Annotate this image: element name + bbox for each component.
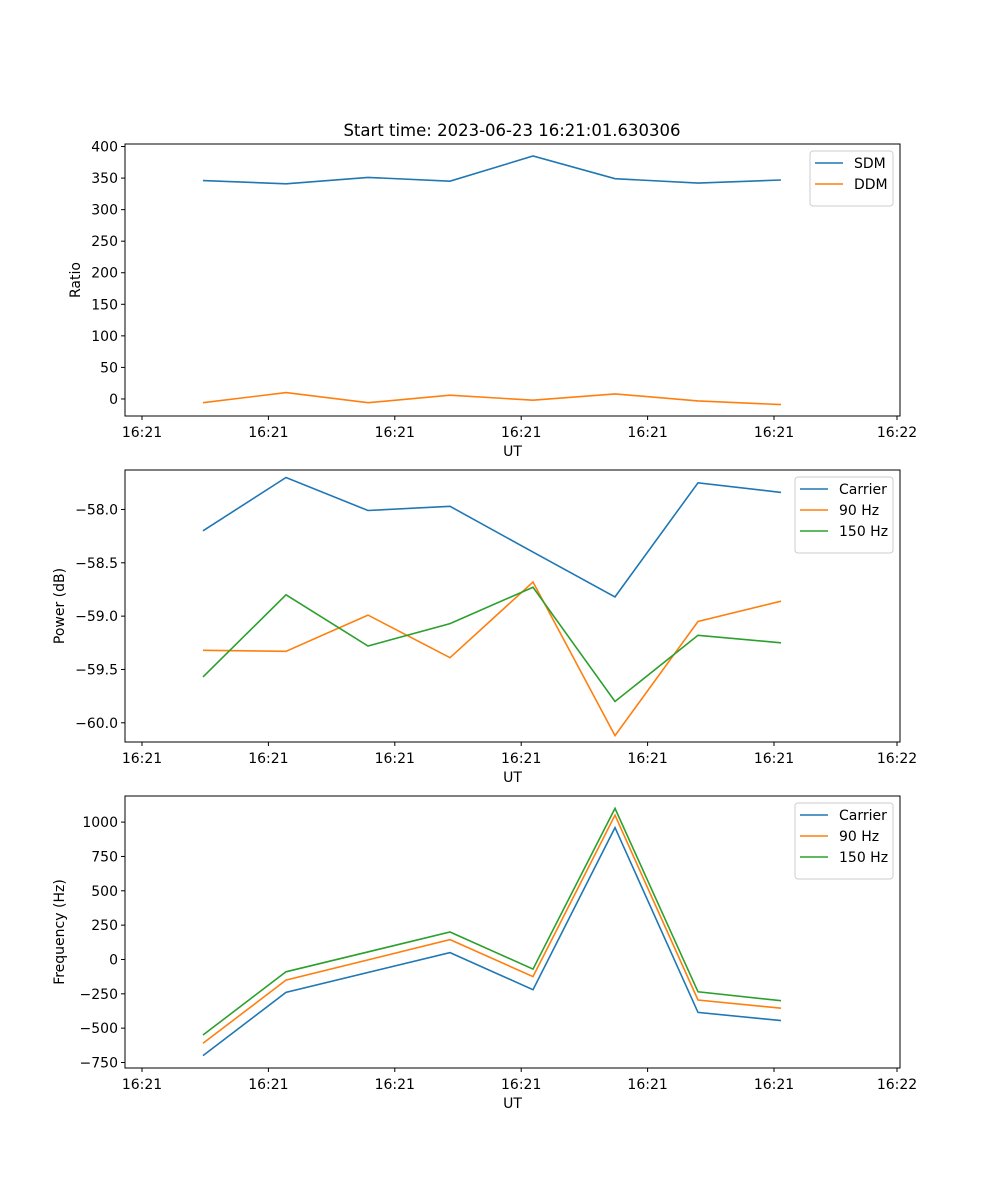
legend-entry: Carrier: [839, 808, 887, 824]
y-tick-label: −750: [80, 1056, 118, 1072]
x-tick-label: 16:21: [627, 1077, 667, 1093]
y-tick-label: −58.5: [75, 556, 118, 572]
series-line-carrier: [202, 476, 782, 598]
y-tick-label: 150: [91, 297, 118, 313]
x-tick-label: 16:21: [501, 1077, 541, 1093]
x-tick-label: 16:21: [754, 425, 794, 441]
y-tick-label: 0: [109, 952, 118, 968]
y-tick-label: 350: [91, 171, 118, 187]
legend-entry: 150 Hz: [839, 524, 888, 540]
series-line-150-hz: [202, 586, 782, 703]
x-tick-label: 16:21: [501, 425, 541, 441]
x-tick-label: 16:22: [877, 1077, 917, 1093]
x-tick-label: 16:21: [248, 1077, 288, 1093]
legend: SDM DDM: [809, 150, 894, 207]
chart-panel-3: −750 −500 −250 0 250 500 750 1000 UT Frequency (H…: [52, 795, 917, 1112]
legend-box: [794, 476, 894, 554]
plot-frame: [124, 469, 901, 743]
series-line-ddm: [202, 391, 782, 406]
x-tick-label: 16:21: [754, 751, 794, 767]
legend: Carrier 90 Hz 150 Hz: [794, 476, 894, 554]
y-tick-label: 200: [91, 266, 118, 282]
y-axis-label: Frequency (Hz): [52, 879, 68, 985]
x-tick-label: 16:21: [122, 751, 162, 767]
x-tick-label: 16:21: [248, 751, 288, 767]
y-tick-label: −59.5: [75, 662, 118, 678]
chart-panel-2: −60.0 −59.5 −59.0 −58.5 −58.0 UT Power (dB) Car…: [52, 469, 917, 786]
legend-entry: 150 Hz: [839, 850, 888, 866]
y-tick-label: −60.0: [75, 716, 118, 732]
x-tick-label: 16:21: [375, 425, 415, 441]
chart-panel-1: 0 50 100 150 200 250 300 350 400 UT Ratio SDM DDM 16:…: [68, 140, 917, 460]
y-tick-label: −250: [80, 987, 118, 1003]
x-tick-label: 16:21: [627, 425, 667, 441]
series-line-150-hz: [202, 806, 782, 1036]
y-tick-label: 500: [91, 884, 118, 900]
x-axis-label: UT: [503, 444, 522, 460]
x-tick-label: 16:21: [122, 425, 162, 441]
y-tick-label: 50: [100, 360, 118, 376]
legend-box: [794, 802, 894, 880]
y-tick-label: 250: [91, 918, 118, 934]
x-axis-label: UT: [503, 770, 522, 786]
legend-entry: Carrier: [839, 482, 887, 498]
x-axis-label: UT: [503, 1096, 522, 1112]
x-tick-label: 16:22: [877, 425, 917, 441]
x-tick-label: 16:21: [375, 751, 415, 767]
y-tick-label: 400: [91, 140, 118, 156]
legend-entry: DDM: [854, 177, 888, 193]
x-tick-label: 16:21: [122, 1077, 162, 1093]
y-tick-label: 250: [91, 234, 118, 250]
y-tick-label: 0: [109, 392, 118, 408]
y-tick-label: 1000: [82, 815, 118, 831]
y-tick-label: 750: [91, 849, 118, 865]
legend-entry: 90 Hz: [839, 503, 879, 519]
x-tick-label: 16:22: [877, 751, 917, 767]
y-tick-label: 100: [91, 329, 118, 345]
y-tick-label: 300: [91, 203, 118, 219]
series-line-sdm: [202, 155, 782, 185]
series-line-90-hz: [202, 813, 782, 1044]
series-line-carrier: [202, 825, 782, 1057]
plot-frame: [124, 795, 901, 1069]
x-tick-label: 16:21: [627, 751, 667, 767]
legend: Carrier 90 Hz 150 Hz: [794, 802, 894, 880]
plot-frame: [124, 143, 901, 417]
figure-title: Start time: 2023-06-23 16:21:01.630306: [343, 121, 680, 140]
series-line-90-hz: [202, 580, 782, 738]
x-tick-label: 16:21: [754, 1077, 794, 1093]
y-tick-label: −58.0: [75, 502, 118, 518]
y-axis-label: Power (dB): [52, 568, 68, 644]
y-axis-label: Ratio: [68, 262, 84, 298]
legend-box: [809, 150, 894, 207]
legend-entry: 90 Hz: [839, 829, 879, 845]
x-tick-label: 16:21: [501, 751, 541, 767]
y-tick-label: −59.0: [75, 609, 118, 625]
y-tick-label: −500: [80, 1021, 118, 1037]
legend-entry: SDM: [854, 156, 886, 172]
x-tick-label: 16:21: [375, 1077, 415, 1093]
chart-panels: 0 50 100 150 200 250 300 350 400 UT Ratio SDM DDM 16:…: [52, 140, 917, 1112]
x-tick-label: 16:21: [248, 425, 288, 441]
